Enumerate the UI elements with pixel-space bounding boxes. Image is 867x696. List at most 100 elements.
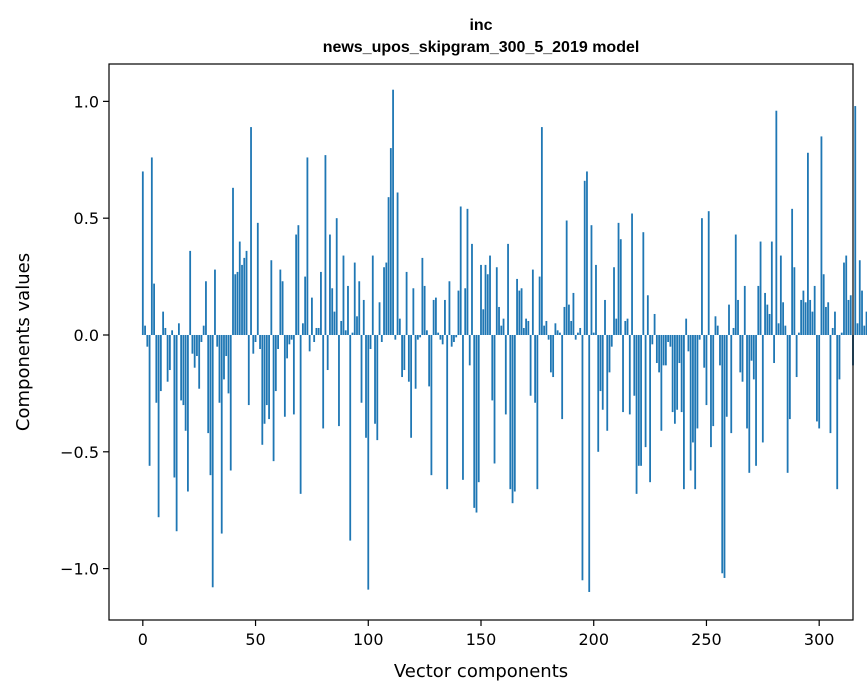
- bar: [858, 260, 861, 335]
- bar: [752, 334, 755, 380]
- bar: [525, 318, 527, 335]
- bar: [247, 334, 250, 406]
- bar: [468, 334, 471, 366]
- bar: [642, 232, 645, 335]
- bar: [746, 334, 748, 429]
- chart-title-line1: inc: [469, 17, 492, 34]
- bar: [516, 278, 518, 335]
- x-tick-label: 50: [245, 630, 265, 649]
- bar: [716, 325, 719, 335]
- bar: [583, 180, 586, 335]
- bar: [290, 334, 293, 340]
- bar: [766, 304, 769, 335]
- bar: [353, 262, 356, 335]
- bar: [547, 334, 550, 340]
- bar: [617, 222, 620, 335]
- bar: [838, 334, 841, 380]
- bar: [793, 267, 796, 335]
- bar: [719, 334, 721, 366]
- bar: [633, 334, 636, 396]
- bar: [157, 334, 160, 518]
- bar: [622, 334, 624, 413]
- bar: [173, 334, 176, 478]
- bar: [394, 334, 397, 340]
- bar: [861, 290, 863, 335]
- bar: [392, 89, 394, 335]
- bar: [423, 285, 426, 335]
- bar: [536, 334, 539, 490]
- bar: [786, 334, 789, 473]
- bar: [673, 334, 676, 424]
- bar: [825, 306, 827, 335]
- bar: [297, 225, 300, 335]
- bar: [288, 334, 291, 345]
- bar: [486, 274, 489, 335]
- bar: [655, 334, 658, 364]
- bar: [804, 302, 807, 335]
- bar: [631, 213, 633, 335]
- bar: [274, 334, 277, 392]
- bar: [531, 269, 534, 335]
- bar: [324, 155, 327, 335]
- bar: [191, 334, 194, 354]
- bar: [689, 334, 692, 471]
- bar: [784, 325, 787, 335]
- bar: [480, 264, 482, 335]
- bar: [809, 299, 812, 335]
- bar: [439, 334, 442, 340]
- bar: [534, 334, 537, 403]
- bar: [795, 334, 798, 378]
- bar: [660, 334, 663, 431]
- bar: [405, 271, 408, 335]
- bar: [301, 323, 304, 335]
- bar: [365, 334, 367, 438]
- bar: [304, 276, 307, 335]
- x-tick-label: 150: [466, 630, 497, 649]
- bar: [606, 334, 609, 431]
- bar: [166, 334, 169, 382]
- bar: [432, 299, 435, 335]
- y-tick-label: 0.0: [74, 326, 99, 345]
- bar: [640, 334, 642, 466]
- bar: [710, 334, 712, 448]
- bar: [570, 320, 573, 335]
- bar: [292, 334, 295, 415]
- bar: [779, 255, 782, 335]
- bar: [270, 260, 273, 335]
- x-tick-label: 200: [578, 630, 609, 649]
- bar: [315, 327, 318, 335]
- bar: [863, 325, 866, 335]
- bar: [193, 334, 196, 368]
- bar: [597, 334, 600, 452]
- bar: [369, 334, 372, 350]
- bar: [265, 334, 268, 406]
- bar: [198, 334, 201, 389]
- bar: [450, 334, 453, 347]
- bar: [676, 334, 679, 410]
- bar: [680, 334, 683, 413]
- bar: [367, 334, 370, 590]
- bar: [232, 187, 234, 335]
- bar: [509, 334, 512, 490]
- bar: [577, 332, 579, 335]
- bar: [338, 334, 340, 427]
- bar: [187, 334, 189, 492]
- bar: [340, 320, 343, 335]
- bar: [522, 327, 525, 335]
- bar: [182, 334, 185, 406]
- bar: [358, 281, 361, 335]
- bar: [807, 152, 809, 335]
- bar: [601, 334, 604, 410]
- bar: [714, 316, 717, 335]
- bar: [398, 318, 401, 335]
- bar: [572, 292, 575, 335]
- bar: [500, 325, 503, 335]
- bar: [504, 334, 507, 415]
- bar: [635, 334, 638, 494]
- bar: [685, 318, 688, 335]
- bar: [543, 325, 546, 335]
- bar: [410, 334, 413, 438]
- bar: [610, 334, 613, 347]
- bar: [385, 262, 388, 335]
- bar: [259, 334, 261, 350]
